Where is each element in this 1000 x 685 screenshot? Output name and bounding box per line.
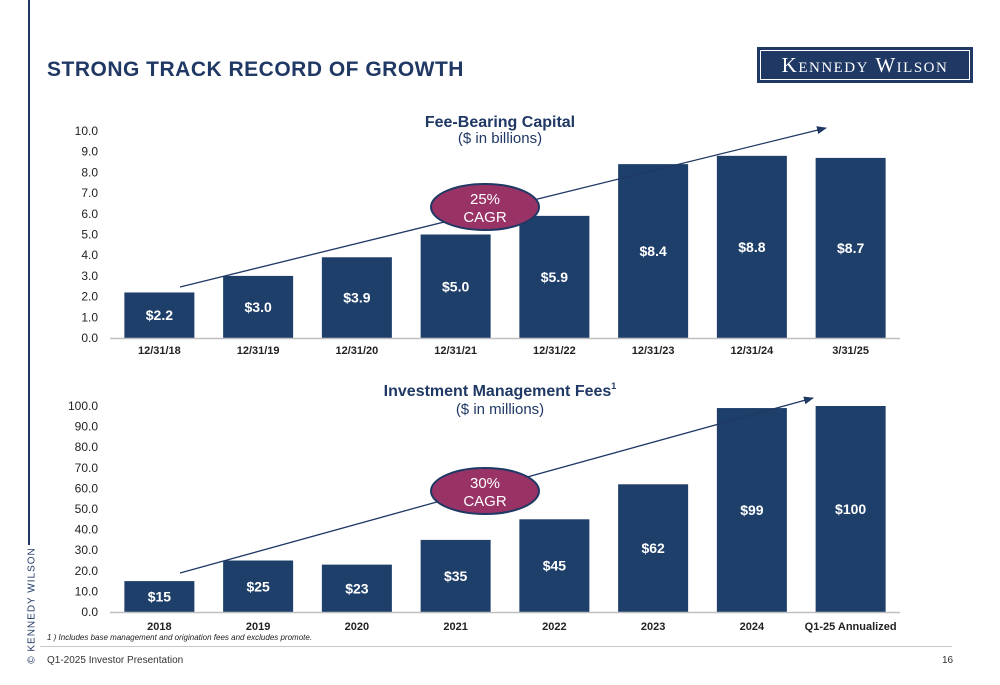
- y-tick-label: 100.0: [68, 399, 98, 413]
- bar-data-label: $8.8: [738, 239, 765, 255]
- bar: [519, 519, 590, 612]
- bar: [420, 539, 491, 612]
- bar: [716, 155, 787, 338]
- y-tick-label: 3.0: [81, 269, 98, 283]
- y-tick-label: 4.0: [81, 248, 98, 262]
- bar: [815, 157, 886, 338]
- footer-divider: [40, 646, 952, 647]
- chart-title: Investment Management Fees1: [384, 381, 617, 400]
- title-superscript: 1: [611, 381, 616, 391]
- bar-data-label: $15: [148, 589, 172, 605]
- y-tick-label: 0.0: [81, 605, 98, 619]
- y-tick-label: 20.0: [75, 564, 99, 578]
- y-tick-label: 70.0: [75, 461, 99, 475]
- footer-page-number: 16: [942, 655, 954, 666]
- bar-data-label: $3.9: [343, 290, 370, 306]
- x-tick-label: 12/31/18: [138, 345, 181, 357]
- investment-management-fees-chart: Investment Management Fees1($ in million…: [68, 381, 900, 633]
- bar-data-label: $45: [543, 558, 567, 574]
- page-title: STRONG TRACK RECORD OF GROWTH: [47, 58, 464, 81]
- bar-data-label: $99: [740, 502, 764, 518]
- footnote: 1 ) Includes base management and origina…: [47, 633, 313, 642]
- x-tick-label: 12/31/23: [632, 345, 675, 357]
- bar: [321, 564, 392, 612]
- cagr-percent: 25%: [470, 191, 500, 208]
- bar-data-label: $3.0: [245, 299, 272, 315]
- bar-data-label: $8.7: [837, 240, 864, 256]
- x-tick-label: 2022: [542, 621, 566, 633]
- y-tick-label: 9.0: [81, 145, 98, 159]
- y-tick-label: 50.0: [75, 502, 99, 516]
- cagr-bubble: [430, 183, 540, 231]
- x-tick-label: 2024: [740, 621, 765, 633]
- chart-title-text: Fee-Bearing Capital: [425, 114, 575, 131]
- bar: [223, 275, 294, 338]
- x-tick-label: 2019: [246, 621, 270, 633]
- kennedy-wilson-logo: Kennedy Wilson: [757, 47, 973, 83]
- bar: [519, 215, 590, 338]
- x-tick-label: 2018: [147, 621, 171, 633]
- x-tick-label: 12/31/24: [730, 345, 774, 357]
- x-tick-label: 3/31/25: [832, 345, 869, 357]
- bar-data-label: $100: [835, 501, 866, 517]
- fee-bearing-capital-chart: Fee-Bearing Capital($ in billions) 0.0 1.0…: [75, 114, 900, 357]
- bar: [124, 292, 195, 338]
- y-tick-label: 10.0: [75, 584, 99, 598]
- bar-data-label: $2.2: [146, 307, 173, 323]
- x-tick-label: Q1-25 Annualized: [805, 621, 897, 633]
- x-tick-label: 2020: [345, 621, 369, 633]
- chart-title-text: Investment Management Fees: [384, 383, 612, 400]
- bar: [420, 234, 491, 338]
- cagr-percent: 30%: [470, 475, 500, 492]
- bar-data-label: $5.9: [541, 269, 568, 285]
- footer-presentation-name: Q1-2025 Investor Presentation: [47, 655, 184, 666]
- bar-data-label: $5.0: [442, 278, 469, 294]
- bar-data-label: $35: [444, 568, 468, 584]
- y-tick-label: 8.0: [81, 165, 98, 179]
- y-tick-label: 60.0: [75, 481, 99, 495]
- y-tick-label: 30.0: [75, 543, 99, 557]
- chart-title: Fee-Bearing Capital: [425, 114, 575, 131]
- bar: [124, 581, 195, 612]
- x-tick-label: 12/31/19: [237, 345, 280, 357]
- bar-data-label: $62: [641, 540, 665, 556]
- bar: [815, 406, 886, 612]
- y-tick-label: 80.0: [75, 440, 99, 454]
- sidebar-rule: [28, 0, 30, 545]
- bar: [716, 408, 787, 612]
- x-tick-label: 2021: [443, 621, 467, 633]
- y-tick-label: 10.0: [75, 124, 99, 138]
- y-tick-label: 1.0: [81, 310, 98, 324]
- bar: [618, 164, 689, 338]
- cagr-bubble: [430, 467, 540, 515]
- bar-data-label: $23: [345, 580, 369, 596]
- cagr-label: CAGR: [463, 493, 507, 510]
- x-tick-label: 12/31/21: [434, 345, 477, 357]
- bar-data-label: $8.4: [640, 243, 667, 259]
- y-tick-label: 0.0: [81, 331, 98, 345]
- logo-text: Kennedy Wilson: [781, 53, 949, 77]
- chart-subtitle: ($ in billions): [458, 130, 542, 147]
- y-tick-label: 7.0: [81, 186, 98, 200]
- y-tick-label: 6.0: [81, 207, 98, 221]
- bar-data-label: $25: [246, 578, 270, 594]
- x-tick-label: 2023: [641, 621, 665, 633]
- chart-subtitle: ($ in millions): [456, 401, 544, 418]
- bar: [321, 257, 392, 338]
- bar: [223, 560, 294, 612]
- y-tick-label: 90.0: [75, 420, 99, 434]
- cagr-label: CAGR: [463, 209, 507, 226]
- x-tick-label: 12/31/20: [335, 345, 378, 357]
- y-tick-label: 2.0: [81, 290, 98, 304]
- y-tick-label: 5.0: [81, 228, 98, 242]
- x-tick-label: 12/31/22: [533, 345, 576, 357]
- bar: [618, 484, 689, 612]
- y-tick-label: 40.0: [75, 523, 99, 537]
